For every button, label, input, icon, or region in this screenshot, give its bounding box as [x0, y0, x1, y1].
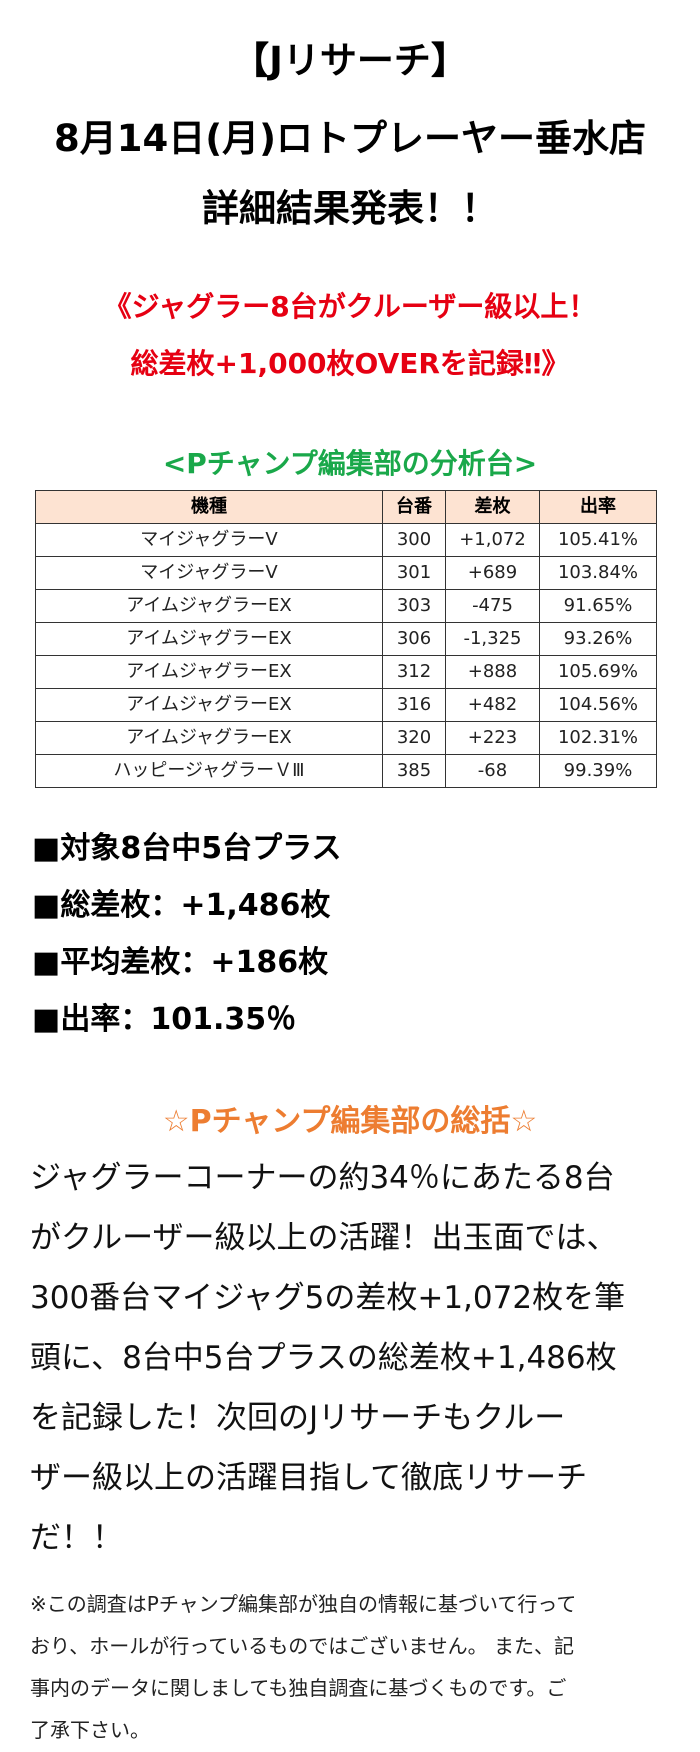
table-row: アイムジャグラーEX 320 +223 102.31%	[35, 721, 657, 755]
cell-rate: 105.41%	[539, 523, 657, 557]
table-row: マイジャグラーV 300 +1,072 105.41%	[35, 523, 657, 557]
cell-diff: +482	[445, 688, 540, 722]
page-title-results: 詳細結果発表！！	[202, 187, 498, 230]
analysis-section-title: <Pチャンプ編集部の分析台>	[162, 447, 538, 480]
cell-diff: -68	[445, 754, 540, 788]
headline-line-2: 総差枚+1,000枚OVERを記録‼》	[130, 347, 570, 380]
cell-machine: アイムジャグラーEX	[35, 589, 383, 623]
cell-number: 303	[382, 589, 446, 623]
disclaimer-line: 事内のデータに関しましても独自調査に基づくものです。ご	[30, 1676, 567, 1700]
column-header-diff: 差枚	[445, 490, 540, 524]
page-title-store: 8月14日(月)ロトプレーヤー垂水店	[53, 117, 647, 160]
table-row: アイムジャグラーEX 316 +482 104.56%	[35, 688, 657, 722]
cell-rate: 93.26%	[539, 622, 657, 656]
cell-diff: -475	[445, 589, 540, 623]
summary-line: ザー級以上の活躍目指して徹底リサーチ	[30, 1460, 588, 1496]
cell-number: 316	[382, 688, 446, 722]
stat-payout-rate: ■出率：101.35％	[32, 1002, 297, 1037]
cell-machine: マイジャグラーV	[35, 523, 383, 557]
cell-machine: アイムジャグラーEX	[35, 622, 383, 656]
summary-line: 300番台マイジャグ5の差枚+1,072枚を筆	[30, 1280, 626, 1316]
cell-machine: アイムジャグラーEX	[35, 721, 383, 755]
column-header-number: 台番	[382, 490, 446, 524]
summary-line: ジャグラーコーナーの約34％にあたる8台	[30, 1160, 615, 1196]
summary-line: 頭に、8台中5台プラスの総差枚+1,486枚	[30, 1340, 617, 1376]
disclaimer-line: おり、ホールが行っているものではございません。 また、記	[30, 1634, 574, 1658]
cell-machine: アイムジャグラーEX	[35, 688, 383, 722]
cell-rate: 103.84%	[539, 556, 657, 590]
cell-machine: ハッピージャグラーＶⅢ	[35, 754, 383, 788]
cell-diff: +223	[445, 721, 540, 755]
page-title-series: 【Jリサーチ】	[232, 39, 468, 82]
cell-number: 300	[382, 523, 446, 557]
cell-rate: 91.65%	[539, 589, 657, 623]
cell-number: 301	[382, 556, 446, 590]
cell-diff: -1,325	[445, 622, 540, 656]
cell-rate: 99.39%	[539, 754, 657, 788]
column-header-rate: 出率	[539, 490, 657, 524]
summary-title: ☆Pチャンプ編集部の総括☆	[162, 1104, 538, 1139]
cell-machine: アイムジャグラーEX	[35, 655, 383, 689]
cell-number: 385	[382, 754, 446, 788]
stat-plus-count: ■対象8台中5台プラス	[32, 831, 342, 866]
table-row: マイジャグラーV 301 +689 103.84%	[35, 556, 657, 590]
summary-line: を記録した！次回のJリサーチもクルー	[30, 1400, 566, 1436]
table-row: ハッピージャグラーＶⅢ 385 -68 99.39%	[35, 754, 657, 788]
cell-diff: +888	[445, 655, 540, 689]
column-header-machine: 機種	[35, 490, 383, 524]
cell-rate: 102.31%	[539, 721, 657, 755]
cell-number: 312	[382, 655, 446, 689]
cell-number: 306	[382, 622, 446, 656]
results-table: 機種 台番 差枚 出率 マイジャグラーV 300 +1,072 105.41% …	[35, 490, 657, 788]
cell-diff: +1,072	[445, 523, 540, 557]
table-row: アイムジャグラーEX 306 -1,325 93.26%	[35, 622, 657, 656]
disclaimer-line: ※この調査はPチャンプ編集部が独自の情報に基づいて行って	[30, 1592, 577, 1616]
summary-line: だ！！	[30, 1520, 123, 1556]
table-row: アイムジャグラーEX 312 +888 105.69%	[35, 655, 657, 689]
summary-line: がクルーザー級以上の活躍！出玉面では、	[30, 1220, 618, 1256]
cell-rate: 104.56%	[539, 688, 657, 722]
table-row: アイムジャグラーEX 303 -475 91.65%	[35, 589, 657, 623]
cell-rate: 105.69%	[539, 655, 657, 689]
table-header-row: 機種 台番 差枚 出率	[35, 490, 657, 524]
headline-line-1: 《ジャグラー8台がクルーザー級以上！	[103, 290, 597, 323]
cell-diff: +689	[445, 556, 540, 590]
stat-total-diff: ■総差枚：+1,486枚	[32, 888, 331, 923]
disclaimer-line: 了承下さい。	[30, 1718, 150, 1742]
cell-number: 320	[382, 721, 446, 755]
cell-machine: マイジャグラーV	[35, 556, 383, 590]
stat-average-diff: ■平均差枚：+186枚	[32, 945, 329, 980]
